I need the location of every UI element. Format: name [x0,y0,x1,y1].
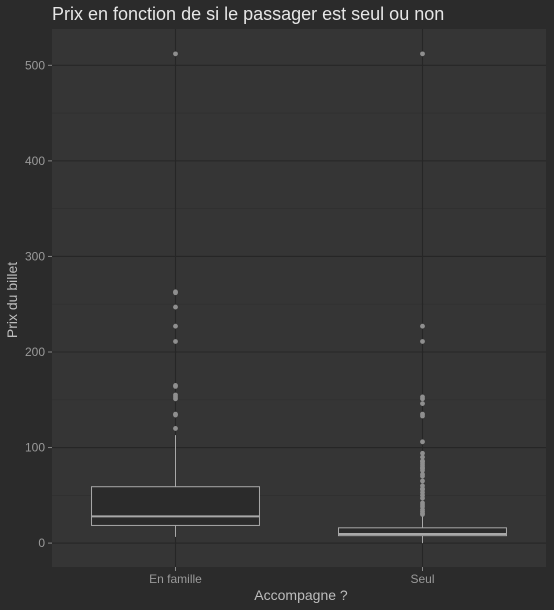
outlier-point [420,394,425,400]
outlier-point [173,383,178,388]
y-tick-label: 200 [25,345,45,359]
y-tick-label: 0 [38,536,45,550]
y-axis-title: Prix du billet [4,262,20,338]
x-axis: En famille Seul [149,567,435,586]
outlier-point [420,471,425,477]
x-axis-title: Accompagne ? [254,587,348,603]
y-tick-label: 500 [25,58,45,72]
outlier-point [173,304,178,310]
outlier-point [420,51,425,57]
outlier-point [420,401,425,406]
outlier-point [420,450,425,456]
outlier-point [173,323,178,329]
outlier-point [173,411,178,417]
x-tick-label: En famille [149,572,202,586]
major-gridlines [52,29,546,567]
outlier-point [173,392,178,398]
plot-panel [52,29,546,567]
box [338,527,507,537]
outlier-point [173,426,178,431]
y-tick-label: 400 [25,154,45,168]
outlier-point [420,454,425,460]
outlier-point [420,478,425,484]
boxplot-en-famille [91,51,260,537]
x-tick-label: Seul [410,572,434,586]
box [91,486,260,526]
outlier-point [420,439,425,445]
outlier-point [420,483,425,489]
y-tick-label: 300 [25,249,45,263]
outlier-point [420,458,425,464]
boxplot-seul [338,51,507,544]
outlier-point [173,289,178,295]
outlier-point [173,51,178,57]
y-axis: 0 100 200 300 400 500 [25,58,52,550]
outlier-point [173,339,178,344]
outlier-point [420,500,425,506]
y-tick-label: 100 [25,441,45,455]
outlier-point [420,411,425,417]
outlier-point [420,323,425,329]
boxplots [91,51,507,544]
outlier-point [420,339,425,344]
chart-title: Prix en fonction de si le passager est s… [52,4,444,24]
